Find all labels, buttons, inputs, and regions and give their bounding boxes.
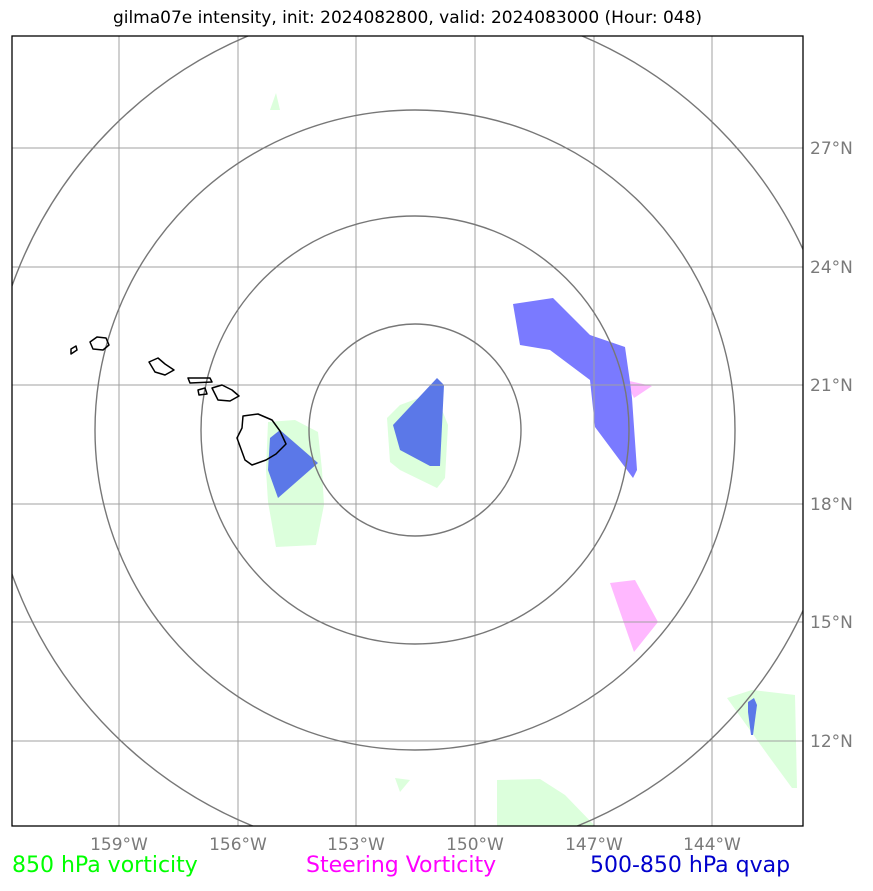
lat-tick-label: 12°N <box>810 732 853 752</box>
lon-tick-label: 153°W <box>327 835 385 855</box>
lat-tick-label: 18°N <box>810 495 853 515</box>
legend-qvap: 500-850 hPa qvap <box>590 853 791 878</box>
lat-tick-label: 24°N <box>810 258 853 278</box>
latitude-tick-labels: 27°N 24°N 21°N 18°N 15°N 12°N <box>810 139 853 752</box>
lon-tick-label: 147°W <box>565 835 623 855</box>
gridlines <box>12 36 803 826</box>
map-title: gilma07e intensity, init: 2024082800, va… <box>112 8 703 28</box>
legend-steering-vorticity: Steering Vorticity <box>306 853 497 878</box>
lat-tick-label: 21°N <box>810 376 853 396</box>
vorticity-850-areas <box>266 93 797 826</box>
lon-tick-label: 144°W <box>683 835 741 855</box>
legend-vorticity-850: 850 hPa vorticity <box>12 853 198 878</box>
lat-tick-label: 15°N <box>810 613 853 633</box>
map-frame <box>11 35 804 827</box>
coastlines <box>70 336 287 466</box>
lat-tick-label: 27°N <box>810 139 853 159</box>
lon-tick-label: 150°W <box>446 835 504 855</box>
range-rings <box>12 36 803 826</box>
qvap-areas <box>268 298 757 735</box>
lon-tick-label: 159°W <box>90 835 148 855</box>
lon-tick-label: 156°W <box>209 835 267 855</box>
longitude-tick-labels: 159°W 156°W 153°W 150°W 147°W 144°W <box>90 835 741 855</box>
